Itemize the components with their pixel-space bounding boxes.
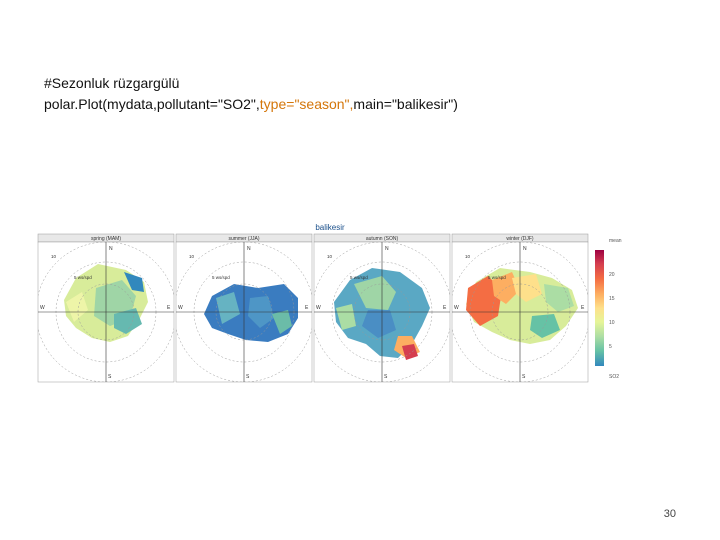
colorbar-gradient — [595, 250, 604, 366]
compass-east: E — [167, 305, 171, 311]
panel-spring: spring (MAM) N S W E 10 5 ws/spd — [37, 233, 175, 383]
compass-south: S — [384, 374, 388, 380]
colorbar-title: mean — [609, 238, 622, 244]
code-type-keyword: type= — [259, 96, 295, 112]
compass-west: W — [178, 305, 183, 311]
code-call-prefix: polar.Plot(mydata,pollutant="SO2", — [44, 96, 260, 112]
panel-summer: summer (JJA) N S W E 10 5 ws/spd — [175, 233, 313, 383]
colorbar-tick: 5 — [609, 344, 612, 350]
ring-label: 10 — [189, 254, 195, 259]
colorbar-tick: 10 — [609, 320, 615, 326]
panel-winter: winter (DJF) N S W E 10 5 ws/spd — [451, 233, 589, 383]
ring-label: 10 — [327, 254, 333, 259]
compass-south: S — [522, 374, 526, 380]
compass-west: W — [454, 305, 459, 311]
ring-label: 5 ws/spd — [350, 275, 368, 280]
ring-label: 5 ws/spd — [212, 275, 230, 280]
polar-plot-figure: balikesir spring (MAM) N S W E 10 5 ws/s… — [37, 223, 622, 383]
r-code-block: #Sezonluk rüzgargülü polar.Plot(mydata,p… — [44, 73, 458, 115]
ring-label: 5 ws/spd — [488, 275, 506, 280]
compass-east: E — [443, 305, 447, 311]
ring-label: 5 ws/spd — [74, 275, 92, 280]
compass-south: S — [108, 374, 112, 380]
code-call-suffix: main="balikesir") — [353, 96, 458, 112]
colorbar-tick: 20 — [609, 272, 615, 278]
compass-west: W — [40, 305, 45, 311]
code-type-value: "season", — [294, 96, 354, 112]
colorbar-unit: SO2 — [609, 374, 619, 380]
compass-north: N — [247, 246, 251, 252]
page-number: 30 — [663, 508, 676, 520]
figure-title: balikesir — [315, 223, 345, 232]
panel-label: winter (DJF) — [506, 236, 534, 242]
panel-label: spring (MAM) — [91, 236, 121, 242]
compass-north: N — [109, 246, 113, 252]
compass-north: N — [523, 246, 527, 252]
compass-east: E — [305, 305, 309, 311]
code-comment: #Sezonluk rüzgargülü — [44, 75, 180, 91]
ring-label: 10 — [51, 254, 57, 259]
colorbar: mean 20 15 10 5 SO2 — [595, 238, 622, 380]
ring-label: 10 — [465, 254, 471, 259]
compass-west: W — [316, 305, 321, 311]
colorbar-tick: 15 — [609, 296, 615, 302]
panel-label: summer (JJA) — [228, 236, 259, 242]
compass-south: S — [246, 374, 250, 380]
compass-east: E — [581, 305, 585, 311]
compass-north: N — [385, 246, 389, 252]
panel-label: autumn (SON) — [366, 236, 399, 242]
panel-autumn: autumn (SON) N S W E 10 5 ws/spd — [313, 233, 451, 383]
